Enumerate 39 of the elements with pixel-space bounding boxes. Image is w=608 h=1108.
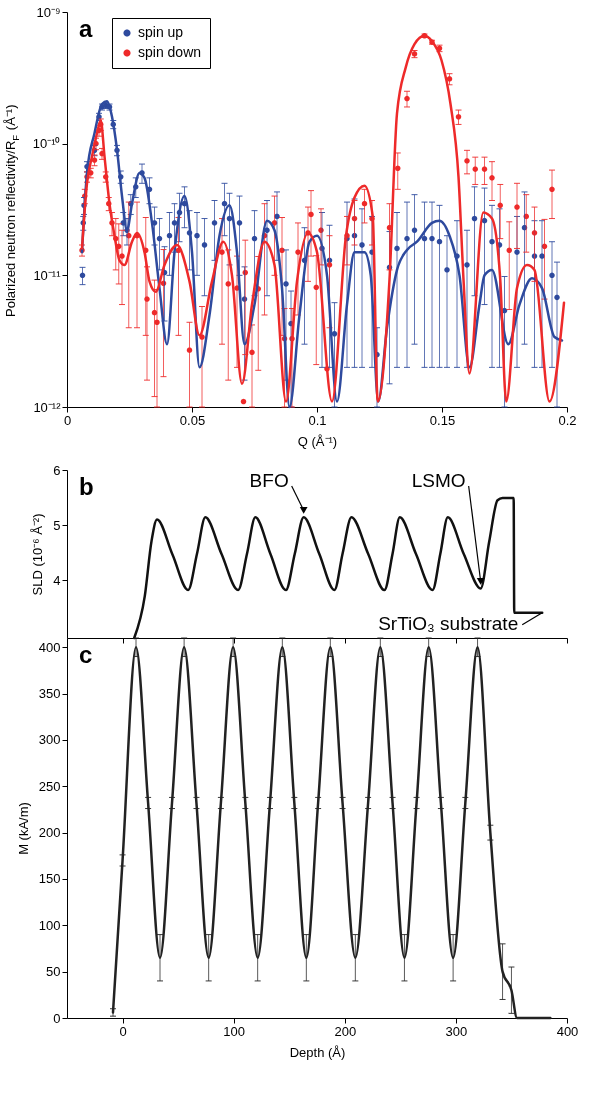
- x-axis-title: Depth (Å): [289, 1044, 346, 1060]
- annotation: BFO: [249, 470, 289, 491]
- annotation: b: [79, 473, 94, 500]
- x-tick-label: 0.15: [429, 412, 456, 428]
- x-tick-label: 0.1: [308, 412, 327, 428]
- y-tick-label: 10⁻¹¹: [33, 267, 62, 283]
- y-tick-label: 300: [38, 732, 61, 748]
- y-axis-title: M (kA/m): [15, 802, 31, 855]
- y-tick-label: 100: [38, 917, 61, 933]
- x-tick-label: 0: [119, 1023, 127, 1039]
- y-tick-label: 0: [53, 1010, 61, 1026]
- y-tick-label: 200: [38, 825, 61, 841]
- y-tick-label: 50: [46, 964, 61, 980]
- y-tick-label: 10⁻¹⁰: [32, 136, 61, 152]
- x-tick-label: 0.2: [558, 412, 577, 428]
- x-axis-title: Q (Å⁻¹): [297, 433, 338, 449]
- y-tick-label: 150: [38, 871, 61, 887]
- x-tick-label: 300: [445, 1023, 468, 1039]
- y-tick-label: 4: [53, 572, 61, 588]
- y-tick-label: 6: [53, 462, 61, 478]
- y-tick-label: 250: [38, 778, 61, 794]
- x-tick-label: 200: [334, 1023, 357, 1039]
- annotation: LSMO: [411, 470, 466, 491]
- y-axis-title: Polarized neutron reflectivity/RF (Å⁻¹): [3, 104, 21, 317]
- x-tick-label: 0: [63, 412, 72, 428]
- legend-label: spin down: [138, 44, 202, 60]
- y-axis-title: SLD (10⁻⁶ Å⁻²): [30, 513, 46, 596]
- y-tick-label: 350: [38, 686, 61, 702]
- y-tick-label: 5: [53, 517, 61, 533]
- x-tick-label: 100: [223, 1023, 246, 1039]
- annotation: a: [79, 15, 93, 42]
- x-tick-label: 400: [556, 1023, 579, 1039]
- annotation: SrTiO₃ substrate: [378, 612, 519, 634]
- legend-label: spin up: [138, 24, 184, 40]
- y-tick-label: 400: [38, 639, 61, 655]
- x-tick-label: 0.05: [179, 412, 206, 428]
- annotation: c: [79, 641, 93, 668]
- y-tick-label: 10⁻¹²: [33, 399, 62, 415]
- y-tick-label: 10⁻⁹: [36, 4, 61, 20]
